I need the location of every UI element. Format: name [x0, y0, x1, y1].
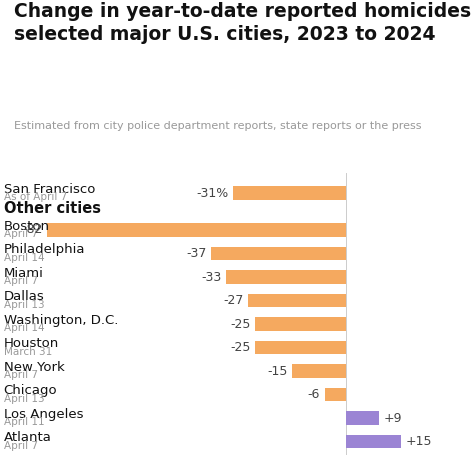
- Text: -6: -6: [308, 388, 320, 401]
- Text: Atlanta: Atlanta: [4, 431, 52, 444]
- Text: Houston: Houston: [4, 337, 59, 350]
- Text: Change in year‑to‑date reported homicides in
selected major U.S. cities, 2023 to: Change in year‑to‑date reported homicide…: [14, 2, 474, 44]
- Bar: [292, 364, 346, 378]
- Bar: [233, 187, 346, 200]
- Text: -15: -15: [267, 364, 287, 378]
- Text: Estimated from city police department reports, state reports or the press: Estimated from city police department re…: [14, 121, 422, 131]
- Text: +9: +9: [383, 412, 402, 425]
- Text: Other cities: Other cities: [4, 201, 100, 216]
- Bar: [211, 247, 346, 260]
- Text: +15: +15: [405, 435, 432, 448]
- Text: April 14: April 14: [4, 253, 44, 263]
- Text: -33: -33: [201, 271, 222, 283]
- Text: April 7: April 7: [4, 441, 37, 451]
- Bar: [255, 341, 346, 354]
- Text: April 7: April 7: [4, 276, 37, 286]
- Text: Philadelphia: Philadelphia: [4, 243, 85, 256]
- Text: April 14: April 14: [4, 324, 44, 333]
- Text: -25: -25: [230, 318, 251, 330]
- Text: April 13: April 13: [4, 300, 44, 310]
- Text: Dallas: Dallas: [4, 290, 45, 303]
- Text: -25: -25: [230, 341, 251, 354]
- Text: Los Angeles: Los Angeles: [4, 408, 83, 421]
- Text: As of April 7: As of April 7: [4, 192, 67, 202]
- Bar: [47, 223, 346, 237]
- Text: April 7: April 7: [4, 229, 37, 239]
- Text: -27: -27: [223, 294, 244, 307]
- Text: Boston: Boston: [4, 220, 50, 233]
- Text: Miami: Miami: [4, 267, 44, 280]
- Text: March 31: March 31: [4, 347, 52, 357]
- Text: April 13: April 13: [4, 394, 44, 404]
- Text: April 11: April 11: [4, 417, 44, 427]
- Bar: [325, 388, 346, 401]
- Text: Washington, D.C.: Washington, D.C.: [4, 313, 118, 327]
- Text: -82: -82: [23, 223, 43, 237]
- Text: San Francisco: San Francisco: [4, 183, 95, 196]
- Text: -37: -37: [187, 247, 207, 260]
- Bar: [255, 317, 346, 331]
- Text: New York: New York: [4, 361, 64, 374]
- Text: Chicago: Chicago: [4, 384, 57, 397]
- Text: April 7: April 7: [4, 370, 37, 380]
- Text: -31%: -31%: [197, 187, 229, 200]
- Bar: [346, 435, 401, 448]
- Bar: [346, 411, 379, 425]
- Bar: [248, 294, 346, 307]
- Bar: [226, 270, 346, 284]
